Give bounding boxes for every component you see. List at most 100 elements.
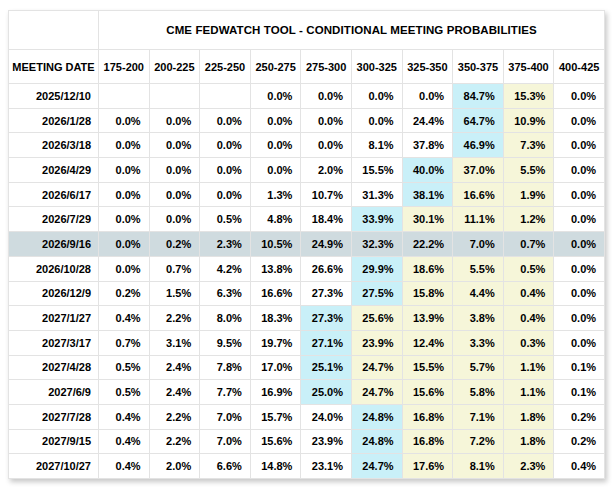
prob-cell: 13.9% [402, 306, 453, 331]
prob-cell: 5.5% [453, 256, 504, 281]
prob-cell: 0.0% [351, 108, 402, 133]
prob-cell: 0.0% [99, 232, 150, 257]
prob-cell: 16.8% [402, 429, 453, 454]
prob-cell: 0.0% [200, 108, 251, 133]
prob-cell: 7.8% [200, 355, 251, 380]
table-row[interactable]: 2026/4/290.0%0.0%0.0%0.0%2.0%15.5%40.0%3… [9, 158, 605, 183]
prob-cell: 15.8% [402, 281, 453, 306]
prob-cell: 0.5% [503, 256, 554, 281]
prob-cell: 24.9% [301, 232, 352, 257]
prob-cell: 0.0% [149, 133, 200, 158]
prob-cell: 0.0% [149, 158, 200, 183]
prob-cell: 0.7% [149, 256, 200, 281]
prob-cell: 0.4% [99, 454, 150, 479]
prob-cell: 0.1% [554, 380, 605, 405]
prob-cell: 0.2% [554, 404, 605, 429]
prob-cell: 26.6% [301, 256, 352, 281]
prob-cell: 6.6% [200, 454, 251, 479]
table-row[interactable]: 2027/4/280.5%2.4%7.8%17.0%25.1%24.7%15.5… [9, 355, 605, 380]
prob-cell: 25.1% [301, 355, 352, 380]
prob-cell: 0.0% [99, 108, 150, 133]
prob-cell: 38.1% [402, 182, 453, 207]
prob-cell: 10.9% [503, 108, 554, 133]
prob-cell: 1.8% [503, 404, 554, 429]
prob-cell: 4.8% [250, 207, 301, 232]
prob-cell: 0.0% [301, 84, 352, 109]
prob-cell: 16.6% [250, 281, 301, 306]
prob-cell: 15.6% [402, 380, 453, 405]
prob-cell: 0.0% [99, 158, 150, 183]
prob-cell: 15.5% [351, 158, 402, 183]
prob-cell: 0.0% [149, 108, 200, 133]
prob-cell: 0.5% [99, 355, 150, 380]
prob-cell: 0.1% [554, 355, 605, 380]
table-row[interactable]: 2026/1/280.0%0.0%0.0%0.0%0.0%0.0%24.4%64… [9, 108, 605, 133]
prob-cell: 17.0% [250, 355, 301, 380]
table-row[interactable]: 2027/1/270.4%2.2%8.0%18.3%27.3%25.6%13.9… [9, 306, 605, 331]
table-row[interactable]: 2026/3/180.0%0.0%0.0%0.0%0.0%8.1%37.8%46… [9, 133, 605, 158]
meeting-date-cell: 2026/6/17 [9, 182, 99, 207]
prob-cell: 16.9% [250, 380, 301, 405]
prob-cell: 0.0% [250, 133, 301, 158]
prob-cell: 2.3% [503, 454, 554, 479]
prob-cell: 2.2% [149, 404, 200, 429]
fedwatch-table: CME FEDWATCH TOOL - CONDITIONAL MEETING … [8, 10, 605, 479]
prob-cell: 18.4% [301, 207, 352, 232]
prob-cell: 27.5% [351, 281, 402, 306]
prob-cell: 0.0% [99, 182, 150, 207]
prob-cell [149, 84, 200, 109]
prob-cell: 10.5% [250, 232, 301, 257]
prob-cell: 1.1% [503, 380, 554, 405]
table-row[interactable]: 2027/3/170.7%3.1%9.5%19.7%27.1%23.9%12.4… [9, 330, 605, 355]
prob-cell: 24.7% [351, 380, 402, 405]
meeting-date-cell: 2027/10/27 [9, 454, 99, 479]
table-row[interactable]: 2027/6/90.5%2.4%7.7%16.9%25.0%24.7%15.6%… [9, 380, 605, 405]
prob-cell: 0.0% [301, 108, 352, 133]
meeting-date-cell: 2026/7/29 [9, 207, 99, 232]
prob-cell: 0.0% [250, 158, 301, 183]
prob-cell: 25.0% [301, 380, 352, 405]
table-row[interactable]: 2026/6/170.0%0.0%0.0%1.3%10.7%31.3%38.1%… [9, 182, 605, 207]
table-row[interactable]: 2026/10/280.0%0.7%4.2%13.8%26.6%29.9%18.… [9, 256, 605, 281]
table-row[interactable]: 2027/7/280.4%2.2%7.0%15.7%24.0%24.8%16.8… [9, 404, 605, 429]
prob-cell: 0.0% [149, 182, 200, 207]
table-row[interactable]: 2027/10/270.4%2.0%6.6%14.8%23.1%24.7%17.… [9, 454, 605, 479]
table-row[interactable]: 2026/12/90.2%1.5%6.3%16.6%27.3%27.5%15.8… [9, 281, 605, 306]
prob-cell: 8.1% [351, 133, 402, 158]
meeting-date-cell: 2027/9/15 [9, 429, 99, 454]
table-row[interactable]: 2026/9/160.0%0.2%2.3%10.5%24.9%32.3%22.2… [9, 232, 605, 257]
prob-cell: 23.1% [301, 454, 352, 479]
prob-cell: 7.0% [453, 232, 504, 257]
prob-cell: 27.1% [301, 330, 352, 355]
prob-cell: 15.3% [503, 84, 554, 109]
prob-cell: 0.3% [503, 330, 554, 355]
meeting-date-cell: 2027/4/28 [9, 355, 99, 380]
table-row[interactable]: 2025/12/100.0%0.0%0.0%0.0%84.7%15.3%0.0% [9, 84, 605, 109]
prob-cell [99, 84, 150, 109]
prob-cell: 0.0% [554, 330, 605, 355]
table-row[interactable]: 2026/7/290.0%0.0%0.5%4.8%18.4%33.9%30.1%… [9, 207, 605, 232]
prob-cell: 6.3% [200, 281, 251, 306]
prob-cell: 0.0% [554, 281, 605, 306]
prob-cell: 10.7% [301, 182, 352, 207]
col-header-325-350: 325-350 [402, 50, 453, 84]
prob-cell: 14.8% [250, 454, 301, 479]
prob-cell: 0.0% [554, 158, 605, 183]
prob-cell: 84.7% [453, 84, 504, 109]
prob-cell: 5.5% [503, 158, 554, 183]
prob-cell: 0.4% [99, 404, 150, 429]
col-header-225-250: 225-250 [200, 50, 251, 84]
prob-cell: 0.4% [503, 306, 554, 331]
prob-cell: 0.2% [99, 281, 150, 306]
prob-cell: 1.5% [149, 281, 200, 306]
prob-cell: 0.4% [503, 281, 554, 306]
meeting-date-cell: 2026/9/16 [9, 232, 99, 257]
table-row[interactable]: 2027/9/150.4%2.2%7.0%15.6%23.9%24.8%16.8… [9, 429, 605, 454]
prob-cell: 32.3% [351, 232, 402, 257]
prob-cell: 0.0% [351, 84, 402, 109]
prob-cell: 22.2% [402, 232, 453, 257]
prob-cell: 24.8% [351, 404, 402, 429]
fedwatch-panel: CME FEDWATCH TOOL - CONDITIONAL MEETING … [8, 10, 605, 479]
prob-cell: 2.2% [149, 306, 200, 331]
prob-cell: 0.5% [99, 380, 150, 405]
